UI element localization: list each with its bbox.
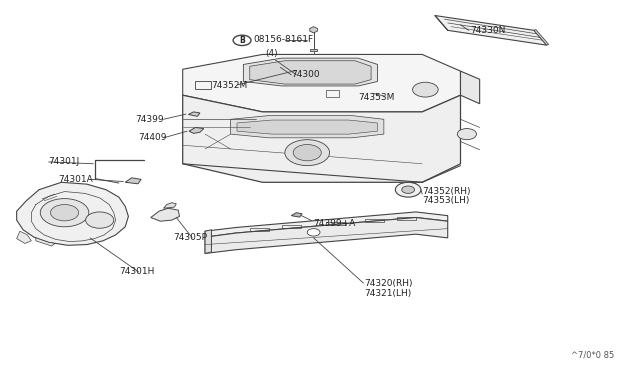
Polygon shape xyxy=(125,178,141,184)
Polygon shape xyxy=(151,208,179,221)
Text: ^7/0*0 85: ^7/0*0 85 xyxy=(570,350,614,359)
Circle shape xyxy=(293,144,321,161)
Bar xyxy=(195,81,211,89)
Polygon shape xyxy=(205,212,448,237)
Text: 74353(LH): 74353(LH) xyxy=(422,196,470,205)
Polygon shape xyxy=(243,58,378,86)
Circle shape xyxy=(307,229,320,236)
Circle shape xyxy=(396,182,421,197)
Bar xyxy=(326,222,346,225)
Text: 74321(LH): 74321(LH) xyxy=(365,289,412,298)
Text: 74399+A: 74399+A xyxy=(314,219,356,228)
Polygon shape xyxy=(534,30,548,45)
Circle shape xyxy=(402,186,415,193)
Polygon shape xyxy=(182,95,461,182)
Polygon shape xyxy=(250,61,371,84)
Circle shape xyxy=(51,205,79,221)
Polygon shape xyxy=(291,213,302,217)
Circle shape xyxy=(233,35,251,45)
Text: 74409: 74409 xyxy=(138,133,166,142)
Polygon shape xyxy=(164,203,176,208)
Polygon shape xyxy=(17,182,129,245)
Polygon shape xyxy=(310,27,317,33)
Bar xyxy=(397,217,416,220)
Text: 74352M: 74352M xyxy=(211,81,248,90)
Text: 74399: 74399 xyxy=(135,115,163,124)
Circle shape xyxy=(413,82,438,97)
Polygon shape xyxy=(230,116,384,138)
Text: 74301J: 74301J xyxy=(49,157,80,166)
Polygon shape xyxy=(189,128,204,134)
Polygon shape xyxy=(205,218,448,253)
Text: 74353M: 74353M xyxy=(358,93,395,102)
Text: 74352(RH): 74352(RH) xyxy=(422,187,470,196)
Bar xyxy=(365,219,384,222)
Polygon shape xyxy=(17,231,31,243)
Bar xyxy=(326,90,339,97)
Polygon shape xyxy=(349,90,364,98)
Circle shape xyxy=(86,212,114,228)
Text: 74305P: 74305P xyxy=(173,233,207,243)
Text: 74301H: 74301H xyxy=(119,267,154,276)
Text: 74330N: 74330N xyxy=(470,26,506,35)
Circle shape xyxy=(458,129,476,140)
Text: (4): (4) xyxy=(266,49,278,58)
Polygon shape xyxy=(188,112,200,116)
Bar xyxy=(250,228,269,231)
Polygon shape xyxy=(205,230,211,253)
Polygon shape xyxy=(36,238,55,246)
Text: 74320(RH): 74320(RH) xyxy=(365,279,413,288)
Text: 74301A: 74301A xyxy=(58,175,93,184)
Text: B: B xyxy=(239,36,245,45)
Polygon shape xyxy=(310,49,317,51)
Text: 74300: 74300 xyxy=(291,70,320,79)
Polygon shape xyxy=(461,71,479,104)
Polygon shape xyxy=(435,16,547,45)
Circle shape xyxy=(285,140,330,166)
Polygon shape xyxy=(182,54,461,112)
Polygon shape xyxy=(300,66,316,73)
Circle shape xyxy=(40,199,89,227)
Text: 08156-8161F: 08156-8161F xyxy=(253,35,313,44)
Bar xyxy=(282,225,301,228)
Polygon shape xyxy=(237,120,378,134)
